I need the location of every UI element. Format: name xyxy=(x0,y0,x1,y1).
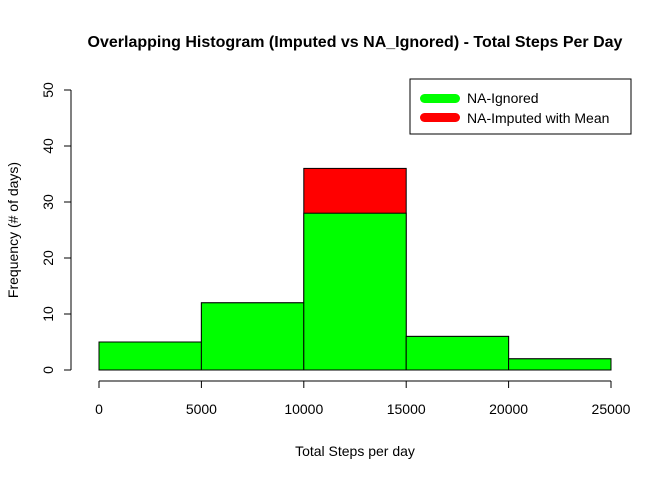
legend-swatch-na-imputed xyxy=(420,113,460,122)
y-tick-label-2: 20 xyxy=(40,250,56,266)
x-tick-label-1: 5000 xyxy=(186,401,217,417)
bar-na-ignored-2 xyxy=(303,212,407,371)
x-tick-label-2: 10000 xyxy=(284,401,323,417)
y-axis-label: Frequency (# of days) xyxy=(5,162,21,298)
legend-label-na-imputed: NA-Imputed with Mean xyxy=(467,110,609,126)
legend-label-na-ignored: NA-Ignored xyxy=(467,90,539,106)
x-tick-label-4: 20000 xyxy=(489,401,528,417)
x-tick-label-3: 15000 xyxy=(387,401,426,417)
bar-na-ignored-3 xyxy=(405,335,510,371)
y-tick-label-0: 0 xyxy=(40,366,56,374)
x-tick-label-5: 25000 xyxy=(592,401,631,417)
bar-na-ignored-4 xyxy=(508,358,612,371)
x-axis-label: Total Steps per day xyxy=(295,443,415,459)
bar-na-ignored-0 xyxy=(98,341,202,371)
y-tick-label-3: 30 xyxy=(40,194,56,210)
y-tick-label-4: 40 xyxy=(40,138,56,154)
y-tick-label-1: 10 xyxy=(40,306,56,322)
x-axis: 0 5000 10000 15000 20000 25000 xyxy=(95,380,631,417)
bar-na-ignored-1 xyxy=(200,302,305,371)
bars-group xyxy=(98,167,612,371)
legend-swatch-na-ignored xyxy=(420,94,460,103)
chart-title: Overlapping Histogram (Imputed vs NA_Ign… xyxy=(88,34,623,51)
y-tick-label-5: 50 xyxy=(40,82,56,98)
y-axis: 0 10 20 30 40 50 xyxy=(40,82,72,374)
legend: NA-Ignored NA-Imputed with Mean xyxy=(409,78,632,135)
x-tick-label-0: 0 xyxy=(95,401,103,417)
legend-box xyxy=(409,78,632,135)
